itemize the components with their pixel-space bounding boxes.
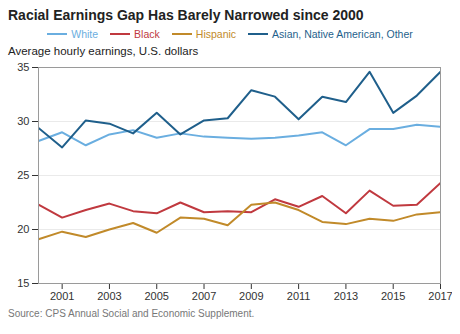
- svg-text:2011: 2011: [287, 290, 311, 302]
- html-text:Black: Black: [134, 28, 160, 40]
- svg-text:2017: 2017: [428, 290, 452, 302]
- html-text:Average hourly earnings, U.S.: Average hourly earnings, U.S. dollars: [8, 45, 199, 57]
- svg-text:15: 15: [17, 277, 29, 289]
- svg-text:2003: 2003: [97, 290, 121, 302]
- html-text:Hispanic: Hispanic: [195, 28, 237, 40]
- svg-text:2001: 2001: [50, 290, 74, 302]
- svg-text:2013: 2013: [334, 290, 358, 302]
- html-text:Source: CPS Annual Social and: Source: CPS Annual Social and Economic S…: [8, 308, 255, 319]
- svg-text:30: 30: [17, 115, 29, 127]
- svg-text:25: 25: [17, 169, 29, 181]
- svg-text:2009: 2009: [239, 290, 263, 302]
- svg-text:20: 20: [17, 223, 29, 235]
- html-text:White: White: [71, 28, 99, 40]
- svg-text:2007: 2007: [192, 290, 216, 302]
- svg-text:2015: 2015: [381, 290, 405, 302]
- html-text:Asian, Native American, Other: Asian, Native American, Other: [272, 28, 413, 40]
- svg-text:35: 35: [17, 61, 29, 73]
- html-text:Racial Earnings Gap Has Barely: Racial Earnings Gap Has Barely Narrowed …: [8, 7, 364, 23]
- svg-text:2005: 2005: [144, 290, 168, 302]
